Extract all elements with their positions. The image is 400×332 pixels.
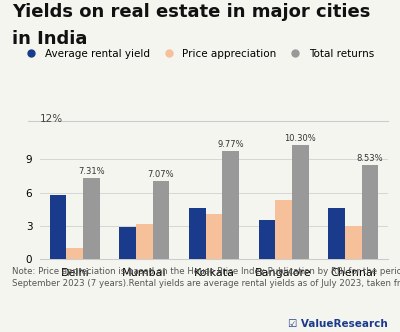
Text: Note: Price appreciation is based on the House Price Index Publication by RBI fo: Note: Price appreciation is based on the… (12, 267, 400, 288)
Bar (153, 181, 170, 259)
Text: 10.30%: 10.30% (284, 134, 316, 143)
Bar (83, 178, 100, 259)
Text: 12%: 12% (40, 115, 63, 124)
Bar (50, 195, 66, 259)
Bar (328, 208, 345, 259)
Text: 9.77%: 9.77% (217, 140, 244, 149)
Bar (258, 220, 275, 259)
Bar (206, 213, 222, 259)
Bar (66, 248, 83, 259)
Bar (222, 151, 239, 259)
Bar (362, 165, 378, 259)
Text: Yields on real estate in major cities: Yields on real estate in major cities (12, 3, 370, 21)
Bar (292, 145, 309, 259)
Text: ☑ ValueResearch: ☑ ValueResearch (288, 319, 388, 329)
Text: 7.31%: 7.31% (78, 167, 105, 176)
Bar (345, 226, 362, 259)
Legend: Average rental yield, Price appreciation, Total returns: Average rental yield, Price appreciation… (21, 49, 374, 59)
Bar (136, 223, 153, 259)
Bar (119, 227, 136, 259)
Text: 7.07%: 7.07% (148, 170, 174, 179)
Bar (189, 208, 206, 259)
Text: 8.53%: 8.53% (356, 154, 383, 163)
Bar (275, 200, 292, 259)
Text: in India: in India (12, 30, 87, 48)
